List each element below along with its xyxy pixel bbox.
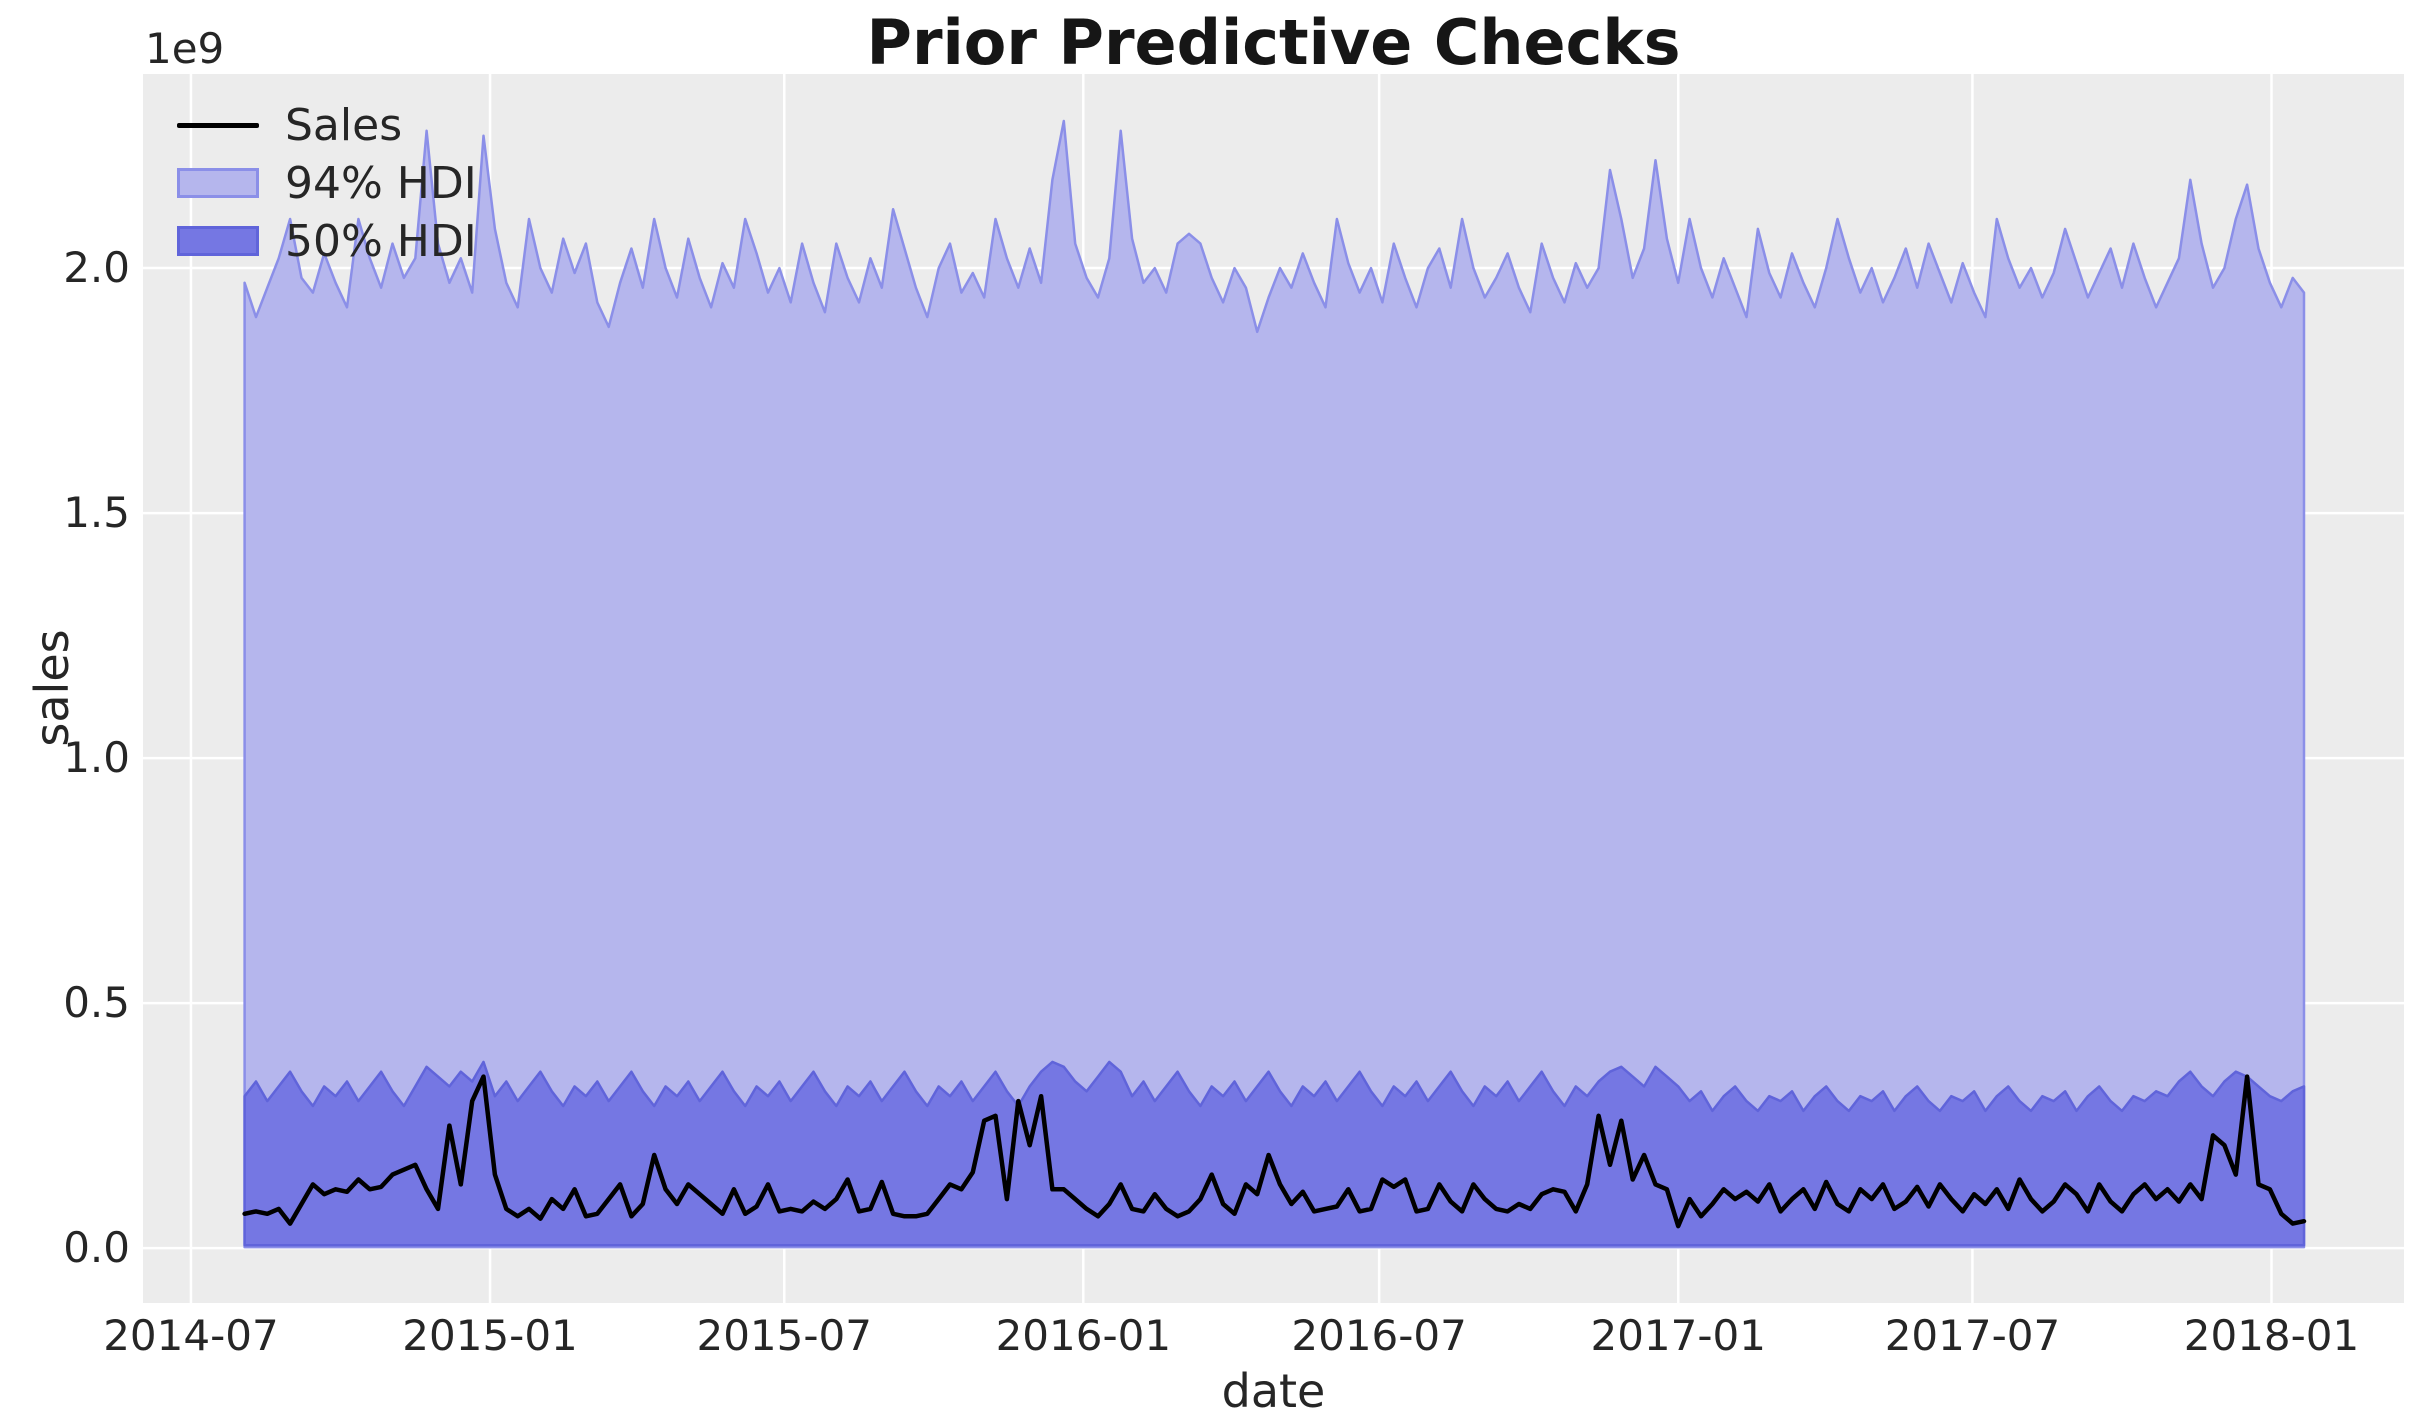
x-tick-label: 2016-07 xyxy=(1291,1311,1467,1360)
sales-line xyxy=(242,1074,2307,1229)
x-tick-label: 2015-01 xyxy=(402,1311,578,1360)
y-tick-label: 1.0 xyxy=(63,733,130,783)
x-axis-label: date xyxy=(1221,1364,1326,1418)
hdi-94-swatch xyxy=(177,168,259,198)
x-tick-label: 2017-07 xyxy=(1884,1311,2061,1360)
y-tick-label: 2.0 xyxy=(63,243,130,293)
y-axis-offset-text: 1e9 xyxy=(145,24,225,73)
hdi-50-swatch xyxy=(177,226,259,256)
x-tick-label: 2016-01 xyxy=(995,1311,1172,1360)
legend-item-50-hdi: 50% HDI xyxy=(177,212,477,270)
sales-line-swatch xyxy=(177,122,259,128)
x-tick-label: 2014-07 xyxy=(103,1311,279,1360)
legend-label-50-hdi: 50% HDI xyxy=(285,215,477,267)
y-tick-label: 0.5 xyxy=(63,978,130,1028)
legend-label-sales: Sales xyxy=(285,99,403,151)
x-tick-label: 2015-07 xyxy=(696,1311,872,1360)
hdi-94-band xyxy=(243,119,2306,1249)
y-tick-label: 0.0 xyxy=(63,1223,130,1273)
legend-item-94-hdi: 94% HDI xyxy=(177,154,477,212)
legend-item-sales: Sales xyxy=(177,96,477,154)
y-tick-label: 1.5 xyxy=(63,488,130,538)
x-tick-label: 2017-01 xyxy=(1590,1311,1766,1360)
legend: Sales 94% HDI 50% HDI xyxy=(177,96,477,270)
chart-title: Prior Predictive Checks xyxy=(866,6,1681,79)
y-axis-label: sales xyxy=(25,629,79,747)
x-tick-label: 2018-01 xyxy=(2183,1311,2360,1360)
legend-label-94-hdi: 94% HDI xyxy=(285,157,477,209)
